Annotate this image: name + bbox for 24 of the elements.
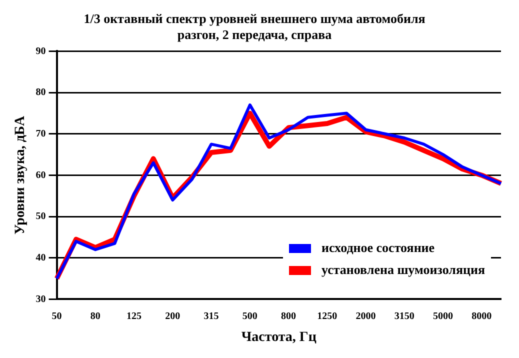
x-tick-label: 3150 xyxy=(394,310,414,322)
legend-label: исходное состояние xyxy=(321,240,435,256)
x-tick-label: 315 xyxy=(204,310,219,322)
y-tick-label: 90 xyxy=(36,46,46,57)
x-tick-label: 500 xyxy=(242,310,258,322)
x-tick-label: 200 xyxy=(165,310,180,322)
y-tick-label: 30 xyxy=(36,294,46,305)
x-tick-label: 1250 xyxy=(317,310,338,322)
x-tick-label: 125 xyxy=(126,310,142,322)
y-tick-label: 70 xyxy=(36,128,46,140)
y-axis-title: Уровни звука, дБА xyxy=(13,115,28,234)
x-tick-label: 800 xyxy=(281,310,296,322)
x-tick-label: 50 xyxy=(52,310,62,322)
x-tick-label: 8000 xyxy=(472,310,492,322)
chart-title: 1/3 октавный спектр уровней внешнего шума автомобиля разгон, 2 передача, справа xyxy=(84,11,426,42)
y-tick-label: 40 xyxy=(36,252,46,264)
y-tick-label: 50 xyxy=(36,211,46,222)
x-tick-label: 80 xyxy=(90,310,100,322)
y-tick-label: 60 xyxy=(36,170,46,181)
x-tick-label: 5000 xyxy=(433,310,454,322)
y-tick-label: 80 xyxy=(36,87,46,98)
x-tick-label: 2000 xyxy=(356,310,376,322)
legend-label: установлена шумоизоляция xyxy=(321,262,485,278)
x-axis-title: Частота, Гц xyxy=(241,330,316,346)
